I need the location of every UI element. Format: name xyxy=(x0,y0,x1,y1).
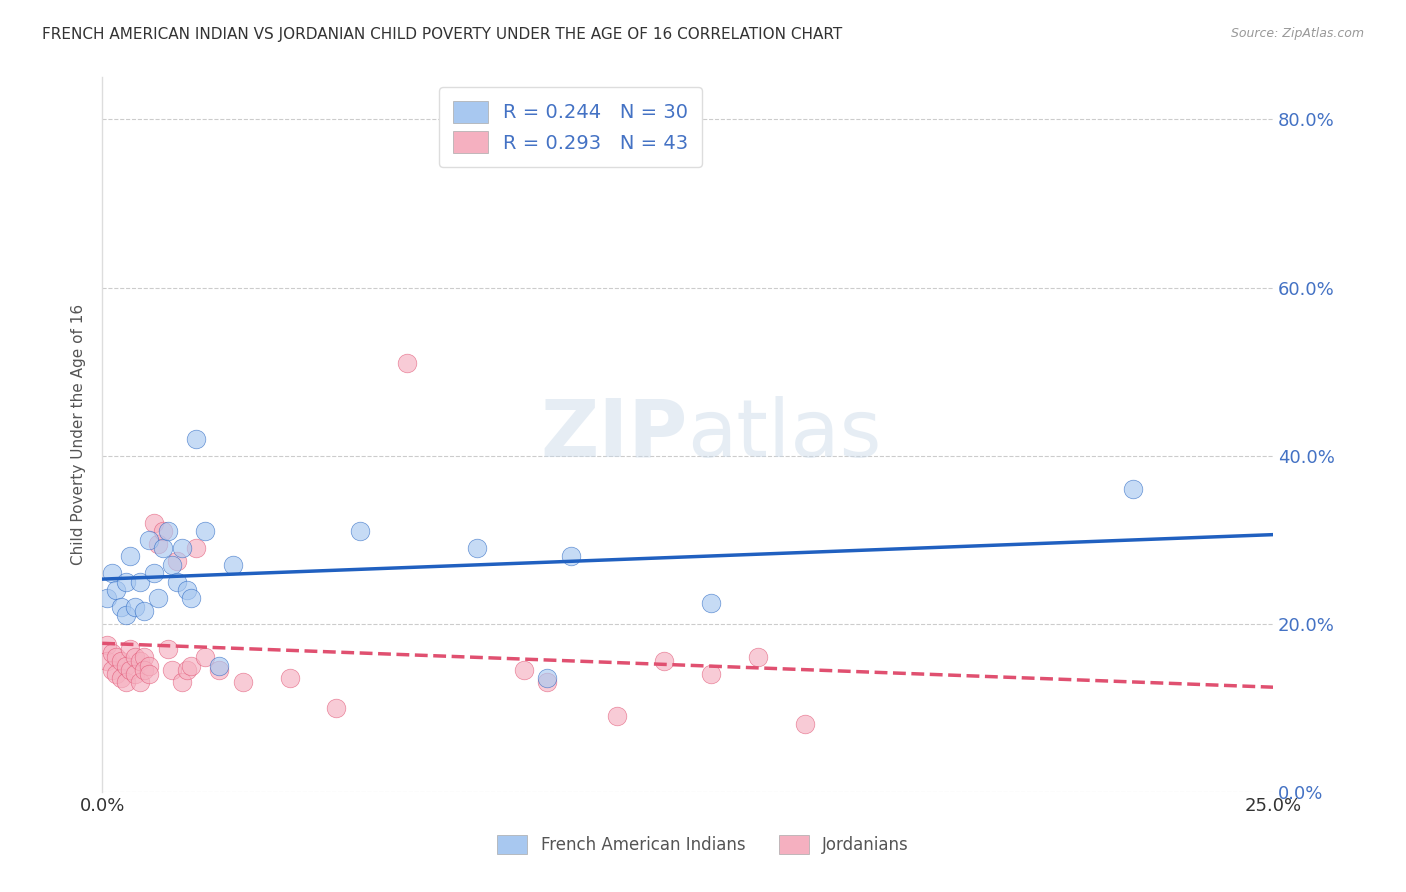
Point xyxy=(96,655,118,669)
Text: ZIP: ZIP xyxy=(540,395,688,474)
Point xyxy=(128,655,150,669)
Point xyxy=(194,524,217,539)
Text: FRENCH AMERICAN INDIAN VS JORDANIAN CHILD POVERTY UNDER THE AGE OF 16 CORRELATIO: FRENCH AMERICAN INDIAN VS JORDANIAN CHIL… xyxy=(42,27,842,42)
Point xyxy=(120,663,142,677)
Point xyxy=(166,574,188,589)
Point xyxy=(208,658,231,673)
Point xyxy=(184,541,207,555)
Point xyxy=(208,663,231,677)
Point xyxy=(110,655,132,669)
Point xyxy=(96,638,118,652)
Point xyxy=(114,658,136,673)
Point xyxy=(142,566,165,581)
Y-axis label: Child Poverty Under the Age of 16: Child Poverty Under the Age of 16 xyxy=(72,304,86,566)
Point xyxy=(152,541,174,555)
Point xyxy=(138,533,160,547)
Point xyxy=(110,599,132,614)
Point xyxy=(512,663,534,677)
Point xyxy=(349,524,371,539)
Point xyxy=(166,553,188,567)
Point xyxy=(652,655,675,669)
Point xyxy=(222,558,245,572)
Point xyxy=(110,671,132,685)
Point xyxy=(148,537,170,551)
Point xyxy=(176,582,198,597)
Point xyxy=(156,524,179,539)
Point xyxy=(100,646,122,660)
Point xyxy=(100,566,122,581)
Point xyxy=(96,591,118,606)
Point xyxy=(100,663,122,677)
Point xyxy=(162,663,184,677)
Point xyxy=(152,524,174,539)
Point xyxy=(124,667,146,681)
Text: atlas: atlas xyxy=(688,395,882,474)
Point xyxy=(184,432,207,446)
Point xyxy=(128,675,150,690)
Point xyxy=(134,650,156,665)
Point xyxy=(536,675,558,690)
Point xyxy=(747,650,769,665)
Point xyxy=(148,591,170,606)
Point xyxy=(180,591,202,606)
Point xyxy=(105,667,128,681)
Point xyxy=(793,717,815,731)
Point xyxy=(105,650,128,665)
Point xyxy=(120,549,142,564)
Legend: R = 0.244   N = 30, R = 0.293   N = 43: R = 0.244 N = 30, R = 0.293 N = 43 xyxy=(439,87,702,167)
Point xyxy=(124,650,146,665)
Point xyxy=(156,641,179,656)
Point xyxy=(278,671,301,685)
Point xyxy=(114,675,136,690)
Point xyxy=(162,558,184,572)
Point xyxy=(138,667,160,681)
Point xyxy=(194,650,217,665)
Point xyxy=(134,663,156,677)
Legend: French American Indians, Jordanians: French American Indians, Jordanians xyxy=(485,823,921,866)
Point xyxy=(120,641,142,656)
Point xyxy=(105,582,128,597)
Text: Source: ZipAtlas.com: Source: ZipAtlas.com xyxy=(1230,27,1364,40)
Point xyxy=(128,574,150,589)
Point xyxy=(700,596,723,610)
Point xyxy=(176,663,198,677)
Point xyxy=(700,667,723,681)
Point xyxy=(180,658,202,673)
Point xyxy=(170,675,193,690)
Point xyxy=(536,671,558,685)
Point xyxy=(560,549,582,564)
Point xyxy=(1121,482,1143,496)
Point xyxy=(124,599,146,614)
Point xyxy=(138,658,160,673)
Point xyxy=(465,541,488,555)
Point xyxy=(325,700,347,714)
Point xyxy=(232,675,254,690)
Point xyxy=(114,574,136,589)
Point xyxy=(170,541,193,555)
Point xyxy=(606,709,628,723)
Point xyxy=(142,516,165,530)
Point xyxy=(134,604,156,618)
Point xyxy=(395,356,418,370)
Point xyxy=(114,608,136,623)
